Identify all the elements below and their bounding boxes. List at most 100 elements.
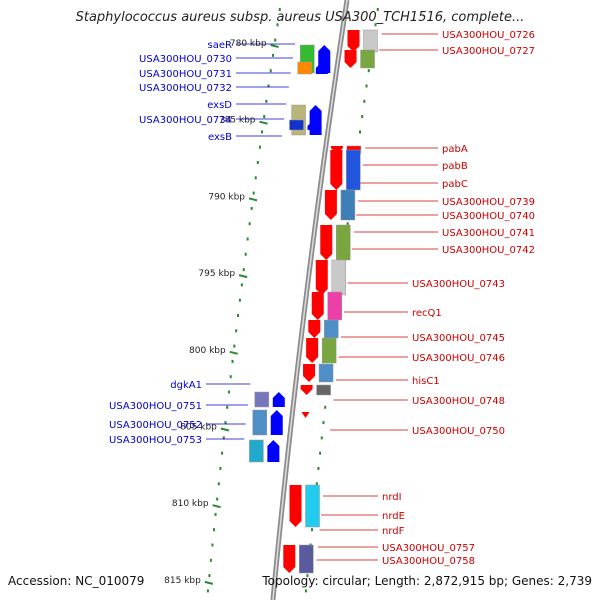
reverse-gene-arrow [270, 410, 283, 435]
guide-dot [221, 451, 224, 455]
scale-label: 785 kbp [219, 116, 256, 126]
scale-labels: 780 kbp 785 kbp 790 kbp 795 kbp 800 kbp 805 k… [164, 39, 267, 586]
scale-label: 795 kbp [198, 269, 235, 279]
forward-gene-label: hisC1 [412, 376, 440, 387]
guide-dot [208, 574, 211, 578]
accession-text: Accession: NC_010079 [8, 574, 145, 588]
guide-dot [261, 130, 264, 134]
guide-dot [248, 222, 251, 226]
reverse-gene-label: USA300HOU_0731 [139, 69, 232, 80]
guide-dot [229, 375, 232, 379]
topology-text: Topology: circular; Length: 2,872,915 bp… [262, 574, 592, 588]
tick-marks [204, 44, 279, 585]
forward-gene-box [324, 319, 339, 339]
guide-dot [206, 589, 209, 593]
forward-gene-arrow [330, 150, 343, 190]
forward-gene-box [321, 337, 337, 364]
guide-dot [252, 191, 255, 195]
guide-dot [237, 314, 240, 317]
forward-gene-box [346, 149, 361, 191]
guide-dot [227, 390, 230, 394]
guide-dot [363, 99, 366, 103]
reverse-gene-label: USA300HOU_0752 [109, 420, 202, 431]
guide-dot [233, 344, 236, 348]
forward-gene-label: USA300HOU_0748 [412, 396, 505, 407]
reverse-gene-label: saeR [208, 40, 232, 51]
forward-gene-label: USA300HOU_0739 [442, 197, 535, 208]
forward-gene-box [363, 29, 378, 53]
guide-dot [224, 421, 227, 425]
guide-dot [244, 252, 247, 256]
major-tick [229, 350, 238, 355]
scale-label: 815 kbp [164, 576, 201, 586]
reverse-gene-label: USA300HOU_0751 [109, 401, 202, 412]
guide-dot [322, 421, 325, 425]
forward-gene-label: pabA [442, 144, 468, 155]
forward-gene-box [340, 189, 356, 221]
forward-gene-arrow [311, 292, 324, 320]
forward-gene-label: USA300HOU_0758 [382, 556, 475, 567]
guide-dot [359, 130, 362, 134]
guide-dot [365, 84, 368, 88]
forward-gene-box [336, 224, 351, 261]
reverse-gene-label: USA300HOU_0734 [139, 115, 232, 126]
guide-dot [315, 482, 318, 486]
guide-dot [240, 283, 243, 287]
reverse-gene-arrow [267, 440, 280, 462]
guide-dot [226, 405, 229, 409]
map-title: Staphylococcus aureus subsp. aureus USA3… [75, 10, 525, 25]
reverse-gene-box [297, 61, 313, 75]
guide-dot [214, 512, 217, 516]
forward-gene-box [305, 484, 320, 528]
scale-label: 790 kbp [208, 192, 245, 202]
reverse-gene-label: USA300HOU_0753 [109, 435, 202, 446]
forward-gene-box [331, 259, 347, 296]
scale-label: 780 kbp [230, 39, 267, 49]
reverse-gene-arrow [315, 62, 328, 74]
forward-gene-label: USA300HOU_0726 [442, 30, 535, 41]
guide-dot [263, 115, 266, 119]
forward-gene-label: USA300HOU_0741 [442, 228, 535, 239]
forward-gene-box [299, 544, 314, 574]
major-tick [259, 120, 268, 125]
forward-gene-arrow [306, 338, 319, 363]
guide-dot [304, 589, 307, 593]
forward-gene-box [318, 363, 334, 383]
guide-dot [324, 405, 327, 409]
guide-dot [213, 528, 216, 532]
major-tick [270, 44, 279, 48]
guide-dot [311, 528, 314, 532]
major-tick [212, 504, 221, 509]
reverse-gene-arrow [309, 105, 322, 135]
forward-gene-arrow [320, 225, 333, 260]
forward-gene-arrow [301, 412, 310, 418]
forward-gene-arrow [347, 30, 360, 52]
forward-gene-arrow [289, 485, 302, 527]
label-leader-lines [206, 33, 438, 561]
forward-gene-label: pabB [442, 161, 468, 172]
forward-gene-label: USA300HOU_0743 [412, 279, 505, 290]
forward-gene-box [316, 384, 331, 396]
guide-dot [216, 497, 219, 501]
forward-gene-label: nrdE [382, 511, 405, 522]
forward-gene-label: USA300HOU_0742 [442, 245, 535, 256]
reverse-gene-label: dgkA1 [170, 380, 202, 391]
major-tick [238, 274, 248, 279]
guide-dot [250, 206, 253, 210]
scale-label: 810 kbp [172, 499, 209, 509]
guide-dot [361, 115, 364, 119]
guide-dot [222, 436, 225, 440]
guide-dot [376, 8, 379, 11]
guide-dot [238, 298, 241, 302]
guide-dot [217, 482, 220, 486]
guide-dot [246, 237, 249, 241]
forward-gene-arrow [283, 545, 296, 573]
chromosome-backbone [270, 0, 350, 601]
guide-dot [235, 329, 238, 333]
forward-gene-arrow [344, 50, 357, 68]
guide-dot [346, 222, 349, 226]
guide-dot [269, 69, 272, 73]
guide-dot [317, 467, 320, 470]
scale-label: 800 kbp [189, 346, 226, 356]
